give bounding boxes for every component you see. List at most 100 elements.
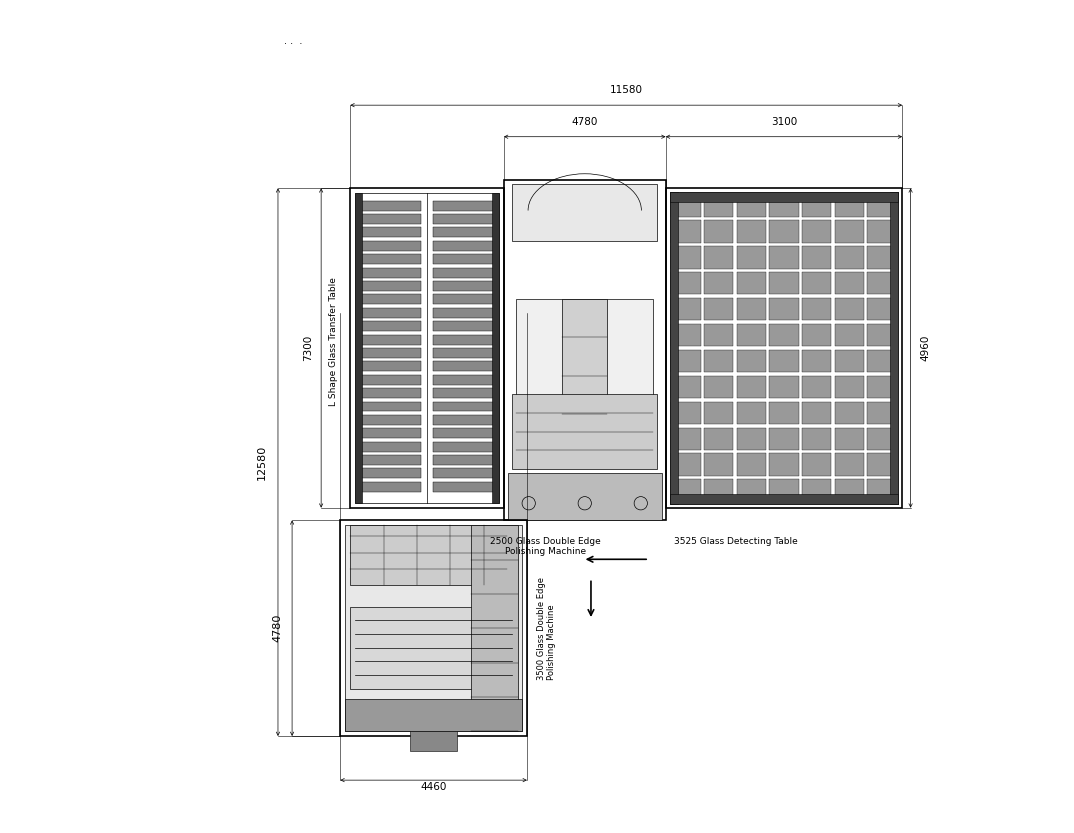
Text: 4460: 4460: [420, 781, 447, 791]
Bar: [433, 227, 497, 237]
Bar: [512, 184, 657, 242]
Bar: [357, 267, 421, 277]
Bar: [867, 324, 897, 347]
Bar: [562, 299, 608, 452]
Bar: [737, 427, 766, 450]
Bar: [867, 402, 897, 424]
Bar: [433, 468, 497, 478]
Bar: [834, 376, 863, 398]
Bar: [834, 479, 863, 502]
Bar: [433, 307, 497, 317]
Bar: [834, 220, 863, 242]
Bar: [834, 194, 863, 217]
Bar: [802, 350, 831, 372]
Bar: [666, 188, 902, 508]
Bar: [867, 350, 897, 372]
Bar: [769, 324, 799, 347]
Bar: [357, 362, 421, 372]
Bar: [433, 375, 497, 385]
Bar: [737, 246, 766, 268]
Bar: [357, 254, 421, 264]
Bar: [769, 297, 799, 321]
Bar: [802, 427, 831, 450]
Bar: [737, 479, 766, 502]
Bar: [345, 699, 522, 731]
Text: 3100: 3100: [771, 117, 797, 127]
Bar: [705, 402, 734, 424]
Bar: [670, 192, 678, 504]
Bar: [357, 307, 421, 317]
Text: 4780: 4780: [272, 614, 282, 642]
Bar: [769, 350, 799, 372]
Bar: [357, 227, 421, 237]
Bar: [705, 272, 734, 294]
Bar: [671, 402, 701, 424]
Bar: [867, 246, 897, 268]
Text: L Shape Glass Transfer Table: L Shape Glass Transfer Table: [329, 277, 338, 407]
Text: 12580: 12580: [257, 445, 266, 480]
Bar: [867, 297, 897, 321]
Bar: [433, 428, 497, 438]
Bar: [410, 731, 458, 751]
Bar: [433, 402, 497, 412]
Bar: [355, 193, 362, 503]
Bar: [802, 453, 831, 476]
Bar: [357, 428, 421, 438]
Bar: [670, 192, 898, 202]
Bar: [705, 246, 734, 268]
Bar: [671, 324, 701, 347]
Bar: [802, 194, 831, 217]
Bar: [802, 246, 831, 268]
Bar: [357, 294, 421, 304]
Bar: [671, 194, 701, 217]
Bar: [670, 192, 898, 504]
Bar: [705, 220, 734, 242]
Bar: [357, 335, 421, 345]
Text: 3500 Glass Double Edge
Polishing Machine: 3500 Glass Double Edge Polishing Machine: [537, 576, 556, 680]
Bar: [769, 479, 799, 502]
Bar: [769, 376, 799, 398]
Bar: [433, 362, 497, 372]
Text: 11580: 11580: [610, 85, 642, 95]
Bar: [834, 272, 863, 294]
Bar: [355, 193, 498, 503]
Bar: [802, 220, 831, 242]
Text: 4960: 4960: [920, 335, 930, 362]
Bar: [350, 526, 517, 585]
Bar: [671, 220, 701, 242]
Bar: [705, 427, 734, 450]
Bar: [769, 402, 799, 424]
Bar: [705, 453, 734, 476]
Bar: [671, 427, 701, 450]
Bar: [737, 350, 766, 372]
Bar: [433, 322, 497, 331]
Bar: [433, 294, 497, 304]
Bar: [867, 479, 897, 502]
Bar: [867, 272, 897, 294]
Text: 4780: 4780: [571, 117, 598, 127]
Bar: [517, 299, 653, 452]
Bar: [769, 194, 799, 217]
Bar: [671, 453, 701, 476]
Bar: [705, 376, 734, 398]
Bar: [433, 254, 497, 264]
Bar: [471, 526, 519, 731]
Bar: [834, 427, 863, 450]
Bar: [433, 241, 497, 251]
Bar: [357, 201, 421, 211]
Bar: [769, 220, 799, 242]
Bar: [867, 194, 897, 217]
Bar: [433, 214, 497, 224]
Bar: [802, 272, 831, 294]
Bar: [737, 272, 766, 294]
Bar: [705, 479, 734, 502]
Bar: [345, 526, 522, 731]
Bar: [492, 193, 498, 503]
Bar: [357, 455, 421, 465]
Bar: [834, 297, 863, 321]
Bar: [802, 324, 831, 347]
Bar: [705, 350, 734, 372]
Bar: [433, 415, 497, 425]
Bar: [671, 272, 701, 294]
Bar: [433, 281, 497, 291]
